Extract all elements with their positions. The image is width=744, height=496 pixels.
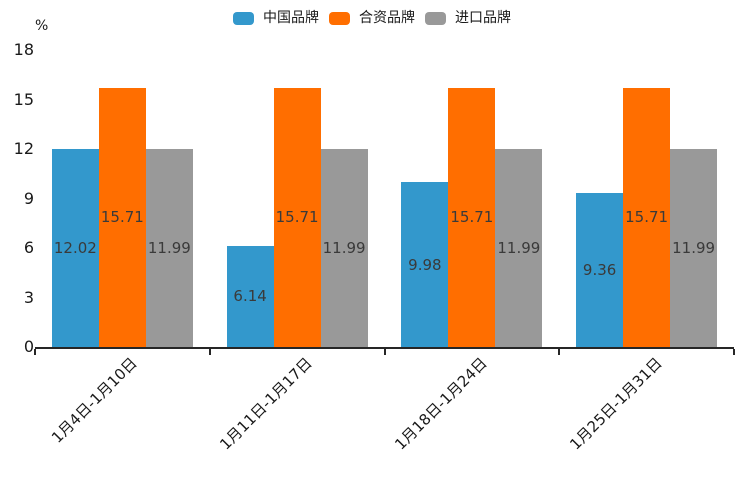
x-axis-tick-mark xyxy=(733,349,735,355)
bar: 15.71 xyxy=(98,87,146,347)
x-axis-tick-mark xyxy=(34,349,36,355)
legend-label: 合资品牌 xyxy=(359,10,415,26)
y-axis-tick-label: 9 xyxy=(23,188,34,208)
bar-value-label: 11.99 xyxy=(497,239,541,258)
bar-value-label: 11.99 xyxy=(322,239,366,258)
y-axis-tick-label: 0 xyxy=(23,337,34,356)
x-axis-tick-mark xyxy=(383,349,386,355)
bar-value-label: 9.36 xyxy=(582,260,617,279)
legend: 中国品牌 合资品牌 进口品牌 xyxy=(0,11,744,26)
legend-swatch-icon xyxy=(329,12,350,25)
legend-item[interactable]: 中国品牌 xyxy=(233,11,319,26)
bar-value-label: 15.71 xyxy=(100,208,144,227)
bar: 11.99 xyxy=(320,149,368,347)
legend-label: 进口品牌 xyxy=(455,10,511,26)
x-axis-tick-mark xyxy=(208,349,211,355)
bar: 11.99 xyxy=(670,149,718,347)
bar-value-label: 11.99 xyxy=(147,239,191,258)
bar: 15.71 xyxy=(448,87,496,347)
y-axis-tick-label: 3 xyxy=(23,287,34,307)
bar: 9.98 xyxy=(401,182,449,347)
bar: 12.02 xyxy=(51,148,99,347)
y-axis-tick-label: 18 xyxy=(13,40,34,59)
bar: 9.36 xyxy=(576,192,624,347)
bar: 15.71 xyxy=(623,87,671,347)
y-axis-unit-label: % xyxy=(35,18,49,34)
y-axis-tick-label: 6 xyxy=(23,238,34,257)
legend-swatch-icon xyxy=(233,12,254,25)
bar: 11.99 xyxy=(145,149,193,347)
bar-value-label: 6.14 xyxy=(233,287,267,306)
legend-swatch-icon xyxy=(425,12,446,25)
bar-value-label: 9.98 xyxy=(408,255,442,274)
bar: 6.14 xyxy=(226,245,274,347)
bar-value-label: 11.99 xyxy=(672,239,716,258)
bar-value-label: 15.71 xyxy=(450,208,494,227)
bar: 15.71 xyxy=(273,87,321,347)
x-axis-tick-label: 1月18日-1月24日 xyxy=(391,354,491,454)
bar: 11.99 xyxy=(495,149,543,347)
x-axis-tick-label: 1月25日-1月31日 xyxy=(565,354,666,454)
x-axis-tick-label: 1月11日-1月17日 xyxy=(216,354,316,454)
x-axis-tick-mark xyxy=(558,349,561,355)
legend-item[interactable]: 进口品牌 xyxy=(425,11,511,26)
y-axis-tick-label: 15 xyxy=(13,89,34,109)
legend-item[interactable]: 合资品牌 xyxy=(329,11,415,26)
x-axis-tick-label: 1月4日-1月10日 xyxy=(48,354,142,447)
bar-value-label: 15.71 xyxy=(275,208,319,227)
y-axis-tick-label: 12 xyxy=(13,139,34,158)
legend-label: 中国品牌 xyxy=(263,10,319,26)
x-axis-line xyxy=(35,347,734,349)
bar-value-label: 12.02 xyxy=(53,238,97,257)
bar-value-label: 15.71 xyxy=(625,208,669,227)
